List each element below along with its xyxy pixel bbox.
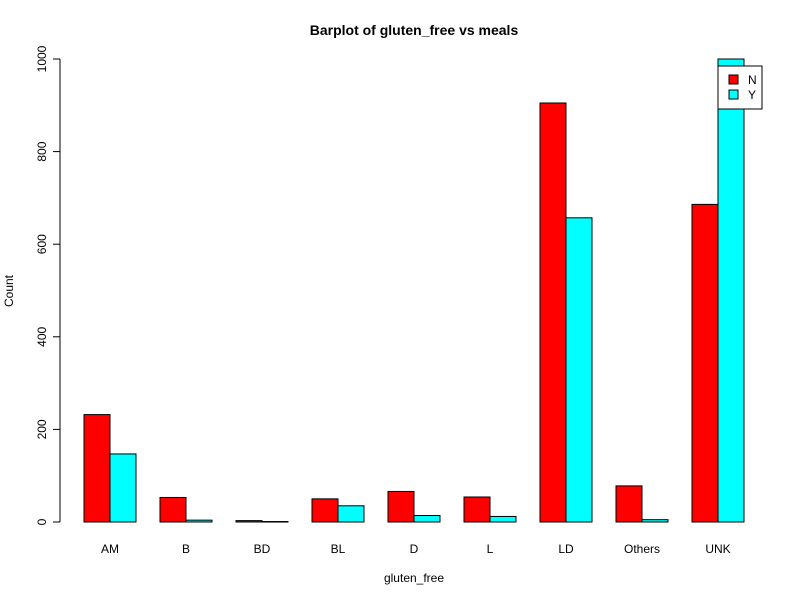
x-tick-label: B xyxy=(182,542,190,556)
legend-swatch-y xyxy=(728,89,739,100)
y-tick-label: 600 xyxy=(35,234,49,254)
bar-others-n xyxy=(615,485,643,523)
bar-unk-n xyxy=(691,203,719,523)
y-tick-label: 1000 xyxy=(35,45,49,72)
x-axis-label: gluten_free xyxy=(384,571,444,585)
bar-am-n xyxy=(83,414,111,523)
bar-bl-y xyxy=(337,505,365,523)
bar-bd-n xyxy=(235,520,263,523)
y-axis-label: Count xyxy=(2,274,16,307)
bar-bl-n xyxy=(311,498,339,523)
bar-b-n xyxy=(159,496,187,523)
y-tick-label: 800 xyxy=(35,141,49,161)
bar-am-y xyxy=(109,453,137,523)
legend-label-n: N xyxy=(748,73,757,87)
bar-unk-y xyxy=(717,58,745,523)
x-tick-label: BL xyxy=(331,542,346,556)
legend: NY xyxy=(717,65,763,110)
x-tick-label: AM xyxy=(101,542,119,556)
y-tick-label: 400 xyxy=(35,326,49,346)
x-tick-label: LD xyxy=(558,542,574,556)
legend-box xyxy=(717,65,763,110)
x-tick-label: D xyxy=(410,542,419,556)
bar-l-n xyxy=(463,496,491,523)
y-tick-label: 0 xyxy=(35,518,49,525)
chart-title: Barplot of gluten_free vs meals xyxy=(310,22,519,38)
bar-ld-n xyxy=(539,102,567,523)
bar-others-y xyxy=(641,519,669,523)
bar-d-y xyxy=(413,515,441,523)
x-axis-tick-labels: AM B BD BL D L LD Others UNK xyxy=(101,542,731,556)
bars-group xyxy=(83,58,745,523)
legend-label-y: Y xyxy=(748,88,756,102)
x-tick-label: UNK xyxy=(705,542,730,556)
bar-ld-y xyxy=(565,217,593,523)
y-tick-label: 200 xyxy=(35,419,49,439)
x-tick-label: Others xyxy=(624,542,660,556)
bar-b-y xyxy=(185,519,213,523)
bar-l-y xyxy=(489,515,517,523)
x-tick-label: BD xyxy=(254,542,271,556)
bar-bd-y xyxy=(261,521,289,523)
legend-swatch-n xyxy=(728,74,739,85)
bar-d-n xyxy=(387,490,415,523)
y-axis: 0 200 400 600 800 1000 xyxy=(35,45,61,525)
x-tick-label: L xyxy=(487,542,494,556)
